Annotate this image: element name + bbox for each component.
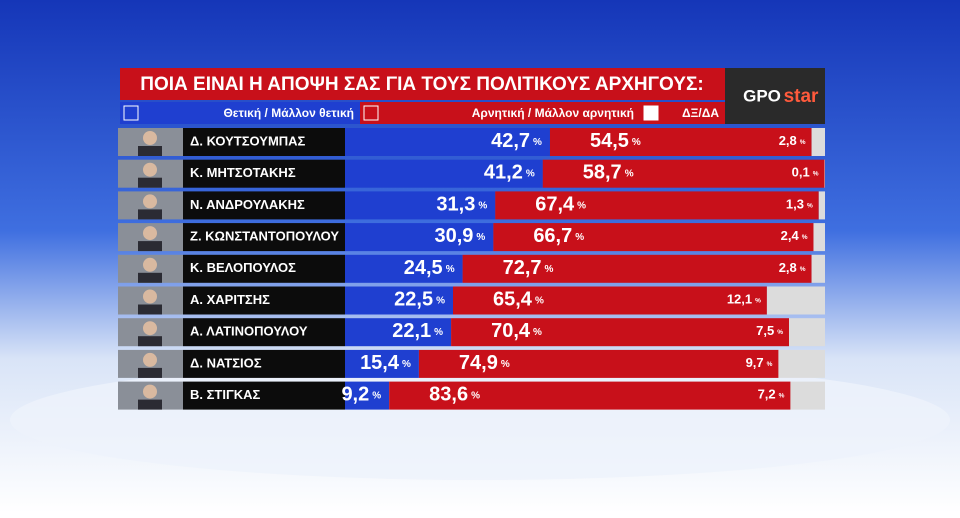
category-label: Κ. ΒΕΛΟΠΟΥΛΟΣ bbox=[190, 260, 296, 275]
legend-swatch bbox=[644, 106, 658, 120]
bar-segment bbox=[819, 191, 825, 219]
photo-body bbox=[138, 241, 162, 251]
floor bbox=[10, 360, 950, 480]
photo-head bbox=[143, 258, 157, 272]
photo-head bbox=[143, 226, 157, 240]
photo-body bbox=[138, 178, 162, 188]
logo-text: GPO bbox=[743, 86, 781, 105]
category-label: Β. ΣΤΙΓΚΑΣ bbox=[190, 387, 261, 402]
category-label: Α. ΧΑΡΙΤΣΗΣ bbox=[190, 292, 270, 307]
legend: Θετική / Μάλλον θετική Αρνητική / Μάλλον … bbox=[120, 102, 725, 124]
photo-body bbox=[138, 336, 162, 346]
photo-body bbox=[138, 273, 162, 283]
photo-head bbox=[143, 385, 157, 399]
photo-head bbox=[143, 163, 157, 177]
bar-segment bbox=[813, 223, 825, 251]
bar-segment bbox=[789, 318, 825, 346]
photo-head bbox=[143, 321, 157, 335]
chart-title: ΠΟΙΑ ΕΙΝΑΙ Η ΑΠΟΨΗ ΣΑΣ ΓΙΑ ΤΟΥΣ ΠΟΛΙΤΙΚΟ… bbox=[140, 74, 703, 95]
legend-swatch bbox=[364, 106, 378, 120]
photo-body bbox=[138, 305, 162, 315]
photo-head bbox=[143, 194, 157, 208]
legend-label: Αρνητική / Μάλλον αρνητική bbox=[472, 106, 634, 120]
bar-segment bbox=[812, 128, 825, 156]
category-label: Ζ. ΚΩΝΣΤΑΝΤΟΠΟΥΛΟΥ bbox=[190, 229, 339, 244]
photo-body bbox=[138, 146, 162, 156]
photo-body bbox=[138, 209, 162, 219]
bar-segment bbox=[812, 255, 825, 283]
bar-segment bbox=[778, 350, 825, 378]
category-label: Κ. ΜΗΤΣΟΤΑΚΗΣ bbox=[190, 165, 296, 180]
logo-text: star bbox=[784, 86, 819, 107]
legend-label: Θετική / Μάλλον θετική bbox=[223, 106, 354, 120]
category-label: Α. ΛΑΤΙΝΟΠΟΥΛΟΥ bbox=[190, 324, 308, 339]
bar-segment bbox=[767, 287, 825, 315]
category-label: Δ. ΚΟΥΤΣΟΥΜΠΑΣ bbox=[190, 133, 306, 148]
photo-head bbox=[143, 290, 157, 304]
photo-head bbox=[143, 131, 157, 145]
category-label: Ν. ΑΝΔΡΟΥΛΑΚΗΣ bbox=[190, 197, 305, 212]
category-label: Δ. ΝΑΤΣΙΟΣ bbox=[190, 355, 262, 370]
photo-head bbox=[143, 353, 157, 367]
photo-body bbox=[138, 368, 162, 378]
legend-label: ΔΞ/ΔΑ bbox=[682, 106, 719, 120]
bar-segment bbox=[790, 382, 825, 410]
photo-body bbox=[138, 400, 162, 410]
legend-swatch bbox=[124, 106, 138, 120]
